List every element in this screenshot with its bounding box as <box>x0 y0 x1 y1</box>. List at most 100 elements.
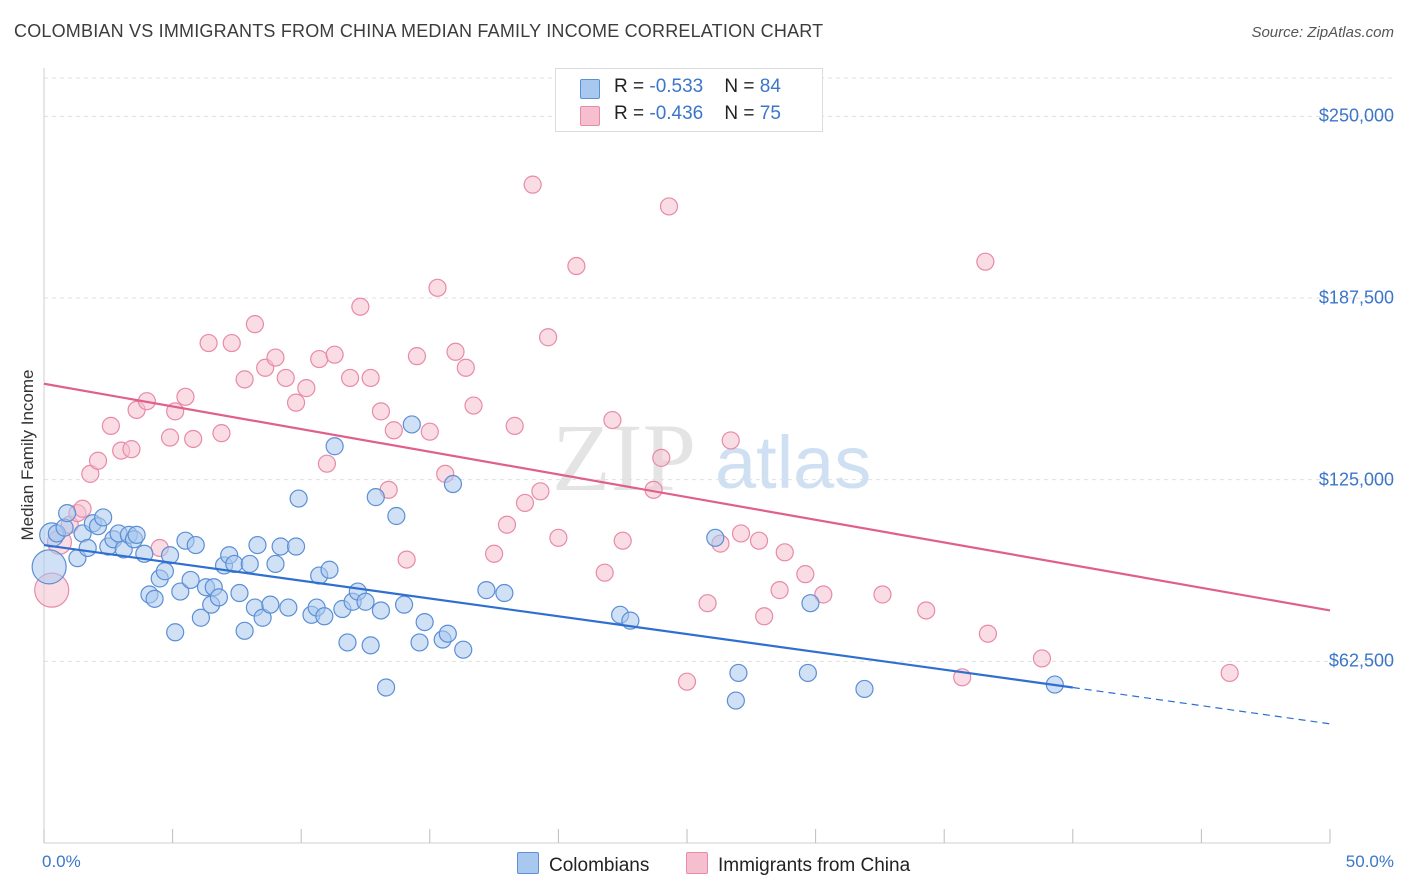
point-china <box>775 543 794 562</box>
point-colombians <box>171 582 190 601</box>
point-china <box>873 585 892 604</box>
point-china <box>731 524 751 543</box>
r-value: -0.436 <box>649 103 704 124</box>
point-china <box>371 402 391 421</box>
point-colombians <box>855 679 874 699</box>
point-colombians <box>438 624 457 643</box>
series-name: Colombians <box>549 855 650 876</box>
point-china <box>446 342 465 361</box>
point-china <box>515 493 535 513</box>
point-colombians <box>289 489 308 508</box>
point-colombians <box>266 554 285 574</box>
n-value: 84 <box>759 76 781 97</box>
legend-text-colombians: R = -0.533 N = 84 <box>614 76 781 98</box>
r-value: -0.533 <box>649 76 704 97</box>
point-china <box>384 421 403 440</box>
point-colombians <box>402 415 421 434</box>
point-colombians <box>31 549 67 585</box>
point-china <box>88 451 108 470</box>
point-china <box>677 672 697 691</box>
r-label: R = <box>614 76 650 97</box>
point-colombians <box>387 506 406 526</box>
point-china <box>176 387 195 406</box>
point-china <box>464 396 483 415</box>
point-china <box>160 428 180 447</box>
point-china <box>1220 663 1239 683</box>
point-china <box>266 348 285 367</box>
point-colombians <box>495 583 514 603</box>
point-china <box>721 431 740 450</box>
point-colombians <box>361 636 380 655</box>
point-china <box>814 585 833 604</box>
point-colombians <box>186 535 205 555</box>
point-china <box>122 440 141 459</box>
point-china <box>976 252 995 271</box>
point-china <box>456 358 475 377</box>
trend-line-china <box>43 382 1331 612</box>
point-colombians <box>706 528 725 547</box>
point-colombians <box>477 581 496 600</box>
source-label: Source: ZipAtlas.com <box>1251 24 1394 41</box>
point-china <box>317 454 337 473</box>
point-china <box>212 424 231 443</box>
point-china <box>531 482 550 501</box>
point-china <box>1032 649 1052 668</box>
point-colombians <box>240 554 259 574</box>
point-colombians <box>127 525 146 544</box>
point-china <box>340 368 360 388</box>
point-colombians <box>801 594 820 613</box>
point-china <box>505 416 524 435</box>
point-colombians <box>729 663 748 683</box>
point-colombians <box>454 640 473 659</box>
point-colombians <box>394 595 414 614</box>
trend-line-colombians <box>43 543 1073 689</box>
point-china <box>652 448 671 467</box>
point-china <box>595 563 614 582</box>
point-colombians <box>315 607 334 626</box>
point-colombians <box>230 583 249 603</box>
point-colombians <box>235 621 254 640</box>
point-colombians <box>286 537 306 556</box>
point-colombians <box>181 570 200 590</box>
watermark-zip: ZIP <box>552 404 696 511</box>
point-colombians <box>271 537 290 556</box>
point-colombians <box>798 663 817 683</box>
data-points <box>31 175 1239 710</box>
point-china <box>286 393 306 412</box>
chart-title: COLOMBIAN VS IMMIGRANTS FROM CHINA MEDIA… <box>14 21 824 41</box>
point-china <box>222 333 241 353</box>
point-colombians <box>166 623 185 642</box>
axes <box>43 68 1331 844</box>
y-tick-label: $187,500 <box>1318 287 1394 308</box>
point-china <box>407 347 427 366</box>
point-china <box>428 278 447 297</box>
bottom-legend-china: Immigrants from China <box>686 852 910 877</box>
point-china <box>978 624 998 643</box>
point-colombians <box>94 508 113 527</box>
series-name: Immigrants from China <box>718 855 911 876</box>
point-colombians <box>356 592 375 611</box>
point-china <box>523 175 542 194</box>
y-tick-label: $125,000 <box>1318 469 1394 490</box>
point-china <box>73 499 92 518</box>
point-china <box>770 581 789 600</box>
point-china <box>310 349 329 369</box>
point-colombians <box>155 562 174 581</box>
point-colombians <box>415 612 434 632</box>
point-colombians <box>261 595 280 614</box>
point-colombians <box>410 633 429 652</box>
point-china <box>497 515 517 534</box>
point-china <box>101 416 120 435</box>
point-colombians <box>443 474 463 494</box>
n-value: 75 <box>759 103 781 124</box>
point-colombians <box>209 588 228 607</box>
point-china <box>749 531 769 550</box>
point-china <box>297 379 316 398</box>
point-china <box>420 422 439 441</box>
legend-swatch-pink <box>580 106 600 126</box>
legend-swatch-pink <box>686 852 708 874</box>
point-china <box>485 544 504 563</box>
n-label: N = <box>724 103 760 124</box>
point-china <box>796 565 815 584</box>
point-china <box>698 594 717 613</box>
